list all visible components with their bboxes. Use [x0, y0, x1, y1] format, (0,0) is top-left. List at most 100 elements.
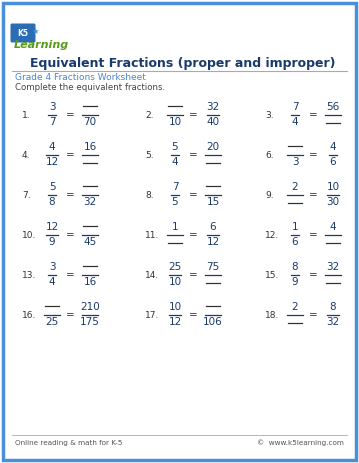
Text: 17.: 17. [145, 311, 159, 319]
Text: 10: 10 [168, 302, 182, 312]
Text: 4: 4 [330, 142, 336, 152]
Text: 45: 45 [83, 237, 97, 247]
Text: =: = [188, 231, 197, 240]
Text: =: = [66, 111, 74, 120]
Text: 3: 3 [292, 157, 298, 167]
Text: 4: 4 [292, 117, 298, 127]
Text: 75: 75 [206, 262, 220, 272]
Text: ★: ★ [31, 26, 39, 36]
Text: 7.: 7. [22, 190, 31, 200]
Text: 15: 15 [206, 197, 220, 207]
Text: 5: 5 [172, 142, 178, 152]
Text: Grade 4 Fractions Worksheet: Grade 4 Fractions Worksheet [15, 73, 146, 81]
Text: =: = [66, 270, 74, 281]
Text: 16.: 16. [22, 311, 36, 319]
Text: 40: 40 [206, 117, 220, 127]
Text: 1: 1 [292, 222, 298, 232]
Text: K5: K5 [18, 29, 28, 38]
Text: 32: 32 [326, 317, 340, 327]
Text: 6: 6 [330, 157, 336, 167]
Text: 3: 3 [49, 262, 55, 272]
Text: 5.: 5. [145, 150, 154, 159]
Text: =: = [188, 190, 197, 200]
Text: 32: 32 [326, 262, 340, 272]
Text: 175: 175 [80, 317, 100, 327]
Text: 3: 3 [49, 102, 55, 112]
Text: 5: 5 [49, 182, 55, 192]
Text: 12: 12 [45, 222, 59, 232]
Text: =: = [309, 311, 317, 320]
Text: 12: 12 [206, 237, 220, 247]
Text: =: = [309, 190, 317, 200]
Text: Equivalent Fractions (proper and improper): Equivalent Fractions (proper and imprope… [30, 56, 336, 69]
Text: 10.: 10. [22, 231, 36, 239]
Text: 1.: 1. [22, 111, 31, 119]
Text: 10: 10 [326, 182, 340, 192]
Text: 210: 210 [80, 302, 100, 312]
Text: 32: 32 [206, 102, 220, 112]
Text: 1: 1 [172, 222, 178, 232]
Text: 9: 9 [292, 277, 298, 287]
Text: 6: 6 [292, 237, 298, 247]
Text: =: = [309, 150, 317, 161]
Text: 10: 10 [168, 277, 182, 287]
Text: 25: 25 [45, 317, 59, 327]
Text: 16: 16 [83, 277, 97, 287]
Text: 8: 8 [330, 302, 336, 312]
Text: 9: 9 [49, 237, 55, 247]
Text: 6.: 6. [265, 150, 274, 159]
Text: =: = [66, 231, 74, 240]
Text: 16: 16 [83, 142, 97, 152]
Text: Online reading & math for K-5: Online reading & math for K-5 [15, 440, 122, 446]
Text: =: = [188, 311, 197, 320]
Text: Complete the equivalent fractions.: Complete the equivalent fractions. [15, 82, 165, 92]
Text: =: = [309, 111, 317, 120]
Text: 7: 7 [172, 182, 178, 192]
Text: 12: 12 [168, 317, 182, 327]
Text: =: = [188, 111, 197, 120]
Text: ©  www.k5learning.com: © www.k5learning.com [257, 440, 344, 446]
Text: =: = [188, 150, 197, 161]
Text: 30: 30 [326, 197, 340, 207]
Text: =: = [66, 311, 74, 320]
Text: 25: 25 [168, 262, 182, 272]
Text: 6: 6 [210, 222, 216, 232]
Text: 2.: 2. [145, 111, 154, 119]
Text: 15.: 15. [265, 270, 279, 280]
Text: =: = [309, 270, 317, 281]
Text: 4.: 4. [22, 150, 31, 159]
Text: 7: 7 [292, 102, 298, 112]
FancyBboxPatch shape [3, 3, 356, 460]
Text: 13.: 13. [22, 270, 36, 280]
Text: 32: 32 [83, 197, 97, 207]
Text: 4: 4 [330, 222, 336, 232]
Text: 12: 12 [45, 157, 59, 167]
Text: 106: 106 [203, 317, 223, 327]
Text: 4: 4 [49, 142, 55, 152]
Text: 7: 7 [49, 117, 55, 127]
Text: =: = [66, 150, 74, 161]
Text: 8: 8 [49, 197, 55, 207]
Text: 10: 10 [168, 117, 182, 127]
Text: 12.: 12. [265, 231, 279, 239]
Text: =: = [66, 190, 74, 200]
Text: =: = [188, 270, 197, 281]
Text: 2: 2 [292, 182, 298, 192]
Text: 20: 20 [206, 142, 220, 152]
Text: 18.: 18. [265, 311, 279, 319]
Text: 11.: 11. [145, 231, 159, 239]
Text: 9.: 9. [265, 190, 274, 200]
Text: Learning: Learning [14, 40, 69, 50]
Text: 70: 70 [83, 117, 97, 127]
Text: 8.: 8. [145, 190, 154, 200]
Text: 4: 4 [172, 157, 178, 167]
Text: 14.: 14. [145, 270, 159, 280]
Text: 4: 4 [49, 277, 55, 287]
Text: 56: 56 [326, 102, 340, 112]
Text: =: = [309, 231, 317, 240]
Text: 3.: 3. [265, 111, 274, 119]
Text: 2: 2 [292, 302, 298, 312]
Text: 5: 5 [172, 197, 178, 207]
FancyBboxPatch shape [10, 24, 36, 43]
Text: 8: 8 [292, 262, 298, 272]
